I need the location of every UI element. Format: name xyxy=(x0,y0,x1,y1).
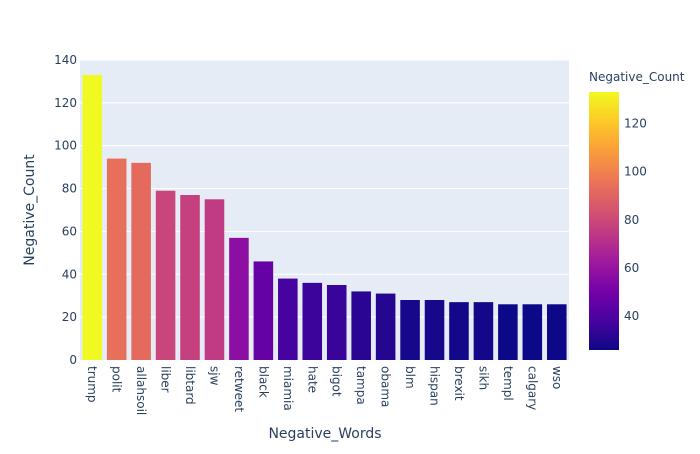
bars xyxy=(82,75,567,360)
colorbar-tick-labels: 40 60 80 100 120 xyxy=(624,116,647,323)
bar xyxy=(229,237,249,360)
x-tick-labels: trump polit allahsoil liber libtard sjw retwee… xyxy=(85,366,564,415)
x-tick-label: calgary xyxy=(525,366,539,410)
x-tick-label: retweet xyxy=(232,366,246,412)
colorbar-tick-label: 80 xyxy=(624,213,639,227)
bar xyxy=(204,199,225,360)
colorbar-tick-label: 100 xyxy=(624,165,647,179)
x-tick-label: sikh xyxy=(476,366,490,390)
colorbar-title: Negative_Count xyxy=(589,70,685,84)
bar xyxy=(253,261,274,360)
x-tick-label: sjw xyxy=(207,366,221,386)
bar xyxy=(131,162,151,360)
colorbar xyxy=(589,92,619,350)
bar xyxy=(400,300,420,360)
y-tick-labels: 0 20 40 60 80 100 120 140 xyxy=(54,53,77,367)
x-tick-label: polit xyxy=(110,366,124,393)
bar xyxy=(82,75,103,360)
x-tick-label: bigot xyxy=(330,366,344,397)
y-axis-label: Negative_Count xyxy=(22,154,38,266)
x-tick-label: black xyxy=(256,366,270,398)
bar xyxy=(449,302,469,360)
colorbar-tick-label: 40 xyxy=(624,309,639,323)
x-tick-label: libtard xyxy=(183,366,197,405)
x-axis-label: Negative_Words xyxy=(268,426,381,442)
colorbar-tick-label: 120 xyxy=(624,116,647,130)
bar xyxy=(375,293,396,360)
bar xyxy=(522,304,543,360)
bar xyxy=(106,158,127,360)
x-tick-label: templ xyxy=(501,366,515,401)
bar xyxy=(180,195,200,360)
x-tick-label: hate xyxy=(305,366,319,393)
y-tick-label: 80 xyxy=(62,182,77,196)
plot-background xyxy=(80,60,569,360)
bar xyxy=(155,190,176,360)
y-tick-label: 100 xyxy=(54,139,77,153)
x-tick-label: allahsoil xyxy=(134,366,148,415)
y-tick-label: 40 xyxy=(62,267,77,281)
y-tick-label: 60 xyxy=(62,224,77,238)
y-tick-label: 140 xyxy=(54,53,77,67)
bar xyxy=(351,291,371,360)
x-tick-label: liber xyxy=(159,366,173,393)
colorbar-tick-label: 60 xyxy=(624,261,639,275)
y-tick-label: 0 xyxy=(69,353,77,367)
y-tick-label: 120 xyxy=(54,96,77,110)
bar xyxy=(473,302,494,360)
x-tick-label: obama xyxy=(379,366,393,407)
bar xyxy=(326,285,347,360)
x-tick-label: blm xyxy=(403,366,417,389)
bar xyxy=(278,278,298,360)
x-tick-label: wso xyxy=(550,366,564,389)
x-tick-label: tampa xyxy=(354,366,368,405)
bar xyxy=(424,300,445,360)
bar xyxy=(498,304,518,360)
y-tick-label: 20 xyxy=(62,310,77,324)
bar xyxy=(546,304,567,360)
x-tick-label: trump xyxy=(85,366,99,403)
x-tick-label: brexit xyxy=(452,366,466,401)
x-tick-label: miamia xyxy=(281,366,295,411)
bar xyxy=(302,282,323,360)
x-tick-label: hispan xyxy=(428,366,442,406)
